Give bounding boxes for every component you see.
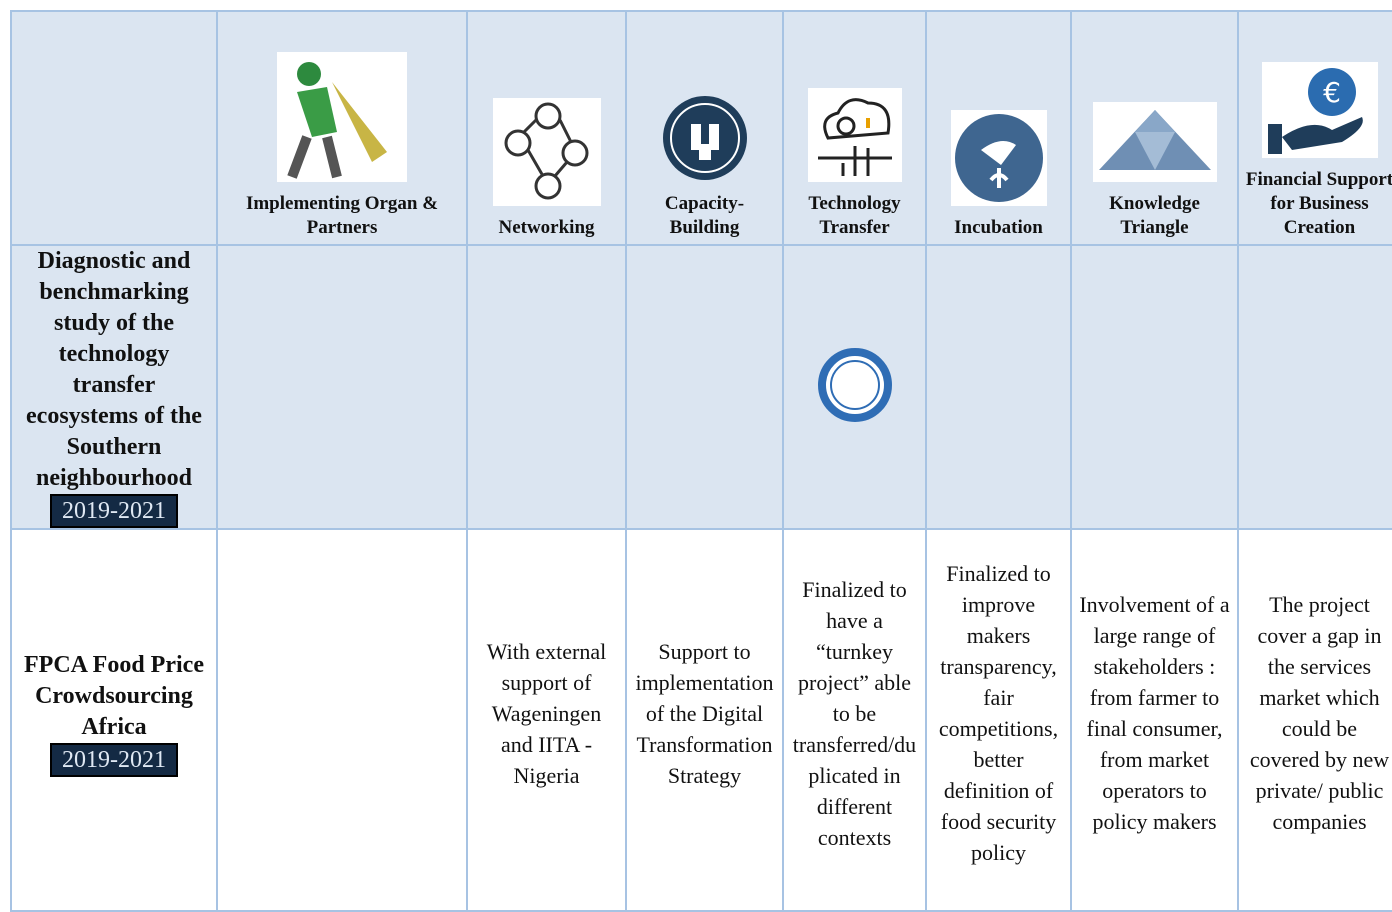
icon: € — [1261, 62, 1378, 158]
header-label: Financial Support for Business Creation — [1245, 169, 1392, 238]
header-cell: Capacity-Building — [625, 10, 784, 246]
row-title: Diagnostic and benchmarking study of the… — [26, 248, 202, 491]
cell — [216, 244, 468, 530]
cell — [925, 244, 1072, 530]
cell — [216, 528, 468, 912]
header-label: Technology Transfer — [808, 193, 901, 238]
cell-text: Support to implementation of the Digital… — [635, 638, 774, 788]
cell: Finalized to improve makers transparency… — [925, 528, 1072, 912]
icon — [1092, 102, 1217, 182]
row-header: Diagnostic and benchmarking study of the… — [10, 244, 218, 530]
cell-text: Finalized to improve makers transparency… — [938, 561, 1059, 865]
period-badge: 2019-2021 — [50, 742, 178, 777]
cell: The project cover a gap in the services … — [1237, 528, 1392, 912]
icon — [950, 110, 1047, 206]
page: Implementing Organ & Partners Networking… — [10, 10, 1392, 912]
period-badge: 2019-2021 — [50, 494, 178, 528]
comparison-table: Implementing Organ & Partners Networking… — [10, 10, 1392, 912]
cell: Involvement of a large range of stakehol… — [1070, 528, 1239, 912]
header-cell: Technology Transfer — [782, 10, 927, 246]
header-label: Networking — [498, 217, 595, 238]
cell — [1237, 244, 1392, 530]
icon — [277, 52, 407, 182]
cell-text: Involvement of a large range of stakehol… — [1079, 592, 1230, 834]
header-cell: Networking — [466, 10, 627, 246]
header-label: Capacity-Building — [664, 193, 745, 238]
icon — [807, 88, 902, 182]
cell-text: Finalized to have a “turnkey project” ab… — [792, 576, 917, 850]
header-cell: € Financial Support for Business Creatio… — [1237, 10, 1392, 246]
header-cell: Implementing Organ & Partners — [216, 10, 468, 246]
cell — [782, 244, 927, 530]
table-row: Diagnostic and benchmarking study of the… — [10, 244, 1392, 530]
row-header: FPCA Food Price Crowdsourcing Africa 2019… — [10, 528, 218, 912]
cell — [625, 244, 784, 530]
header-label: Implementing Organ & Partners — [245, 193, 439, 238]
marker — [817, 347, 892, 422]
svg-text:€: € — [1323, 76, 1341, 109]
cell — [1070, 244, 1239, 530]
cell-text: The project cover a gap in the services … — [1249, 592, 1390, 834]
cell: Finalized to have a “turnkey project” ab… — [782, 528, 927, 912]
row-title: FPCA Food Price Crowdsourcing Africa — [24, 651, 204, 740]
cell: Support to implementation of the Digital… — [625, 528, 784, 912]
cell — [466, 244, 627, 530]
cell: With external support of Wageningen and … — [466, 528, 627, 912]
icon — [492, 98, 601, 206]
header-cell: Incubation — [925, 10, 1072, 246]
header-label: Knowledge Triangle — [1109, 193, 1200, 238]
cell-text: With external support of Wageningen and … — [486, 638, 607, 788]
header-cell: Knowledge Triangle — [1070, 10, 1239, 246]
table-row: FPCA Food Price Crowdsourcing Africa 2019… — [10, 528, 1392, 912]
corner-cell — [10, 10, 218, 246]
header-label: Incubation — [954, 217, 1043, 238]
header-row: Implementing Organ & Partners Networking… — [10, 10, 1392, 246]
icon — [662, 96, 747, 180]
